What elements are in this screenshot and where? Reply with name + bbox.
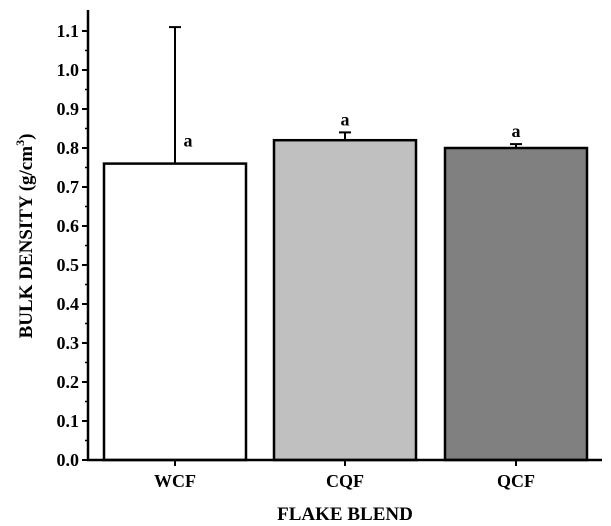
- y-axis-title: BULK DENSITY (g/cm3): [13, 134, 37, 339]
- y-axis-title-main: BULK DENSITY (g/cm: [16, 146, 37, 339]
- bar-cqf: [272, 138, 418, 462]
- y-axis-title-superscript: 3: [13, 140, 27, 146]
- bar-wcf: [102, 162, 248, 462]
- bars-group: [102, 138, 589, 462]
- y-tick-label: 0.8: [57, 138, 80, 158]
- bar-qcf: [443, 146, 589, 462]
- x-tick-label: QCF: [497, 471, 535, 491]
- y-tick-label: 0.1: [57, 411, 80, 431]
- y-axis-title-suffix: ): [16, 134, 37, 140]
- significance-label: a: [184, 131, 193, 151]
- x-tick-label: WCF: [154, 471, 196, 491]
- significance-label: a: [512, 121, 521, 141]
- y-ticks-group: 0.0 0.1 0.2 0.3 0.4 0.5 0.6 0.7 0.8 0.9 1.0 1.1: [57, 21, 88, 470]
- y-tick-label: 0.4: [57, 294, 80, 314]
- significance-labels-group: a a a: [184, 109, 521, 150]
- error-bars-group: [169, 26, 522, 164]
- x-axis-title: FLAKE BLEND: [277, 504, 413, 525]
- y-tick-label: 0.2: [57, 372, 80, 392]
- y-tick-label: 0.5: [57, 255, 80, 275]
- x-labels-group: WCF CQF QCF: [154, 460, 535, 491]
- y-tick-label: 0.6: [57, 216, 80, 236]
- y-tick-label: 0.0: [57, 450, 80, 470]
- y-tick-label: 1.1: [57, 21, 80, 41]
- y-tick-label: 1.0: [57, 60, 80, 80]
- y-tick-label: 0.3: [57, 333, 80, 353]
- significance-label: a: [341, 109, 350, 129]
- x-tick-label: CQF: [326, 471, 364, 491]
- y-tick-label: 0.9: [57, 99, 80, 119]
- y-tick-label: 0.7: [57, 177, 80, 197]
